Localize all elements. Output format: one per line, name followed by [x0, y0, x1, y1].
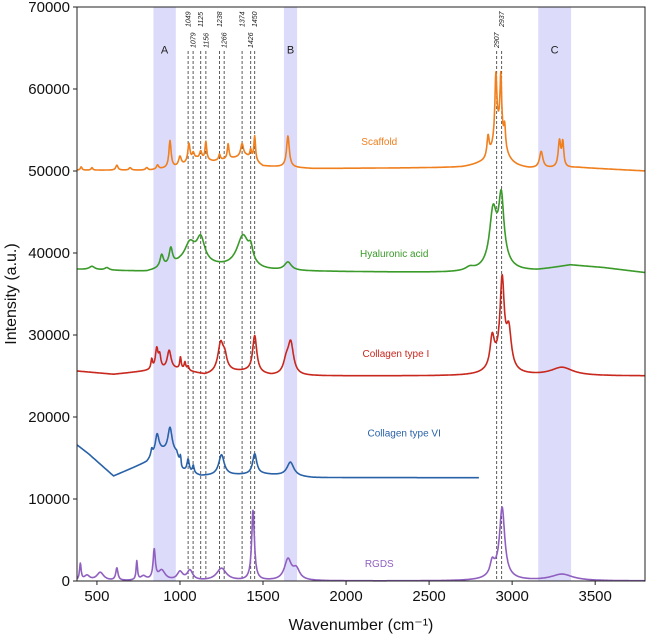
shaded-region-B [283, 7, 298, 581]
region-label: B [287, 45, 294, 57]
plot-frame [76, 6, 646, 582]
series-label: Hyaluronic acid [360, 249, 428, 260]
shaded-region-A [153, 7, 176, 581]
x-axis-label: Wavenumber (cm⁻¹) [289, 617, 434, 634]
y-tick-label: 60000 [28, 81, 70, 98]
x-tick-label: 3500 [578, 588, 611, 605]
x-tick-label: 1000 [163, 588, 196, 605]
reference-line-label: 1266 [222, 32, 229, 48]
reference-line-label: 1079 [191, 32, 198, 48]
series-line-hyaluronic-acid [76, 188, 646, 274]
y-tick-label: 20000 [28, 409, 70, 426]
x-tick-label: 500 [84, 588, 109, 605]
y-tick-label: 0 [62, 573, 70, 590]
region-label: C [551, 45, 559, 57]
series-line-collagen-type-i [76, 273, 646, 377]
reference-line-label: 2907 [494, 31, 501, 49]
x-tick-label: 3000 [495, 588, 528, 605]
reference-line-label: 1426 [248, 32, 255, 48]
series-label: Scaffold [361, 137, 397, 148]
reference-line-label: 1238 [217, 11, 224, 27]
reference-line-label: 1450 [252, 11, 259, 27]
reference-line-label: 1156 [203, 33, 210, 48]
x-tick-label: 2000 [329, 588, 362, 605]
series-line-collagen-type-vi [76, 426, 480, 479]
reference-line-label: 2937 [499, 10, 506, 28]
y-tick-label: 10000 [28, 491, 70, 508]
y-tick-label: 70000 [28, 0, 70, 16]
region-label: A [161, 45, 169, 57]
y-tick-label: 30000 [28, 327, 70, 344]
reference-line-label: 1049 [186, 11, 193, 27]
y-tick-label: 50000 [28, 163, 70, 180]
series-label: Collagen type VI [367, 429, 440, 440]
series-label: RGDS [365, 559, 394, 570]
reference-line-label: 1125 [198, 12, 205, 27]
shaded-region-C [538, 7, 572, 581]
series-line-scaffold [76, 70, 646, 172]
x-tick-label: 1500 [246, 588, 279, 605]
x-tick-label: 2500 [412, 588, 445, 605]
reference-line-label: 1374 [240, 11, 247, 27]
y-axis-label: Intensity (a.u.) [3, 243, 20, 344]
y-tick-label: 40000 [28, 245, 70, 262]
series-label: Collagen type I [363, 349, 430, 360]
